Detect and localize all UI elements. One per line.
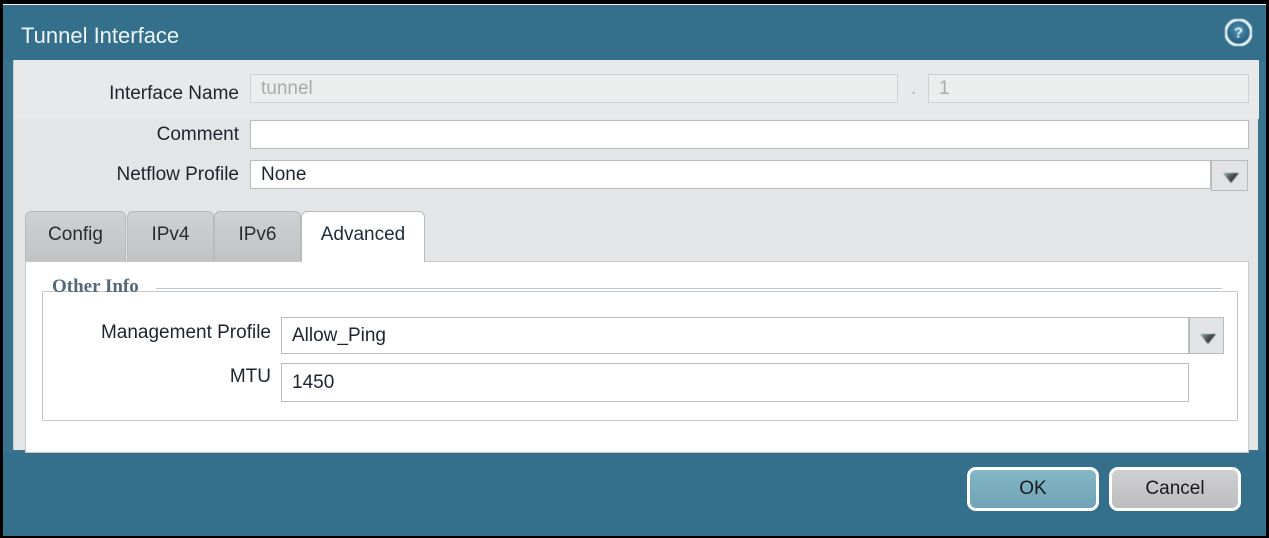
svg-text:?: ? [1234, 25, 1243, 42]
